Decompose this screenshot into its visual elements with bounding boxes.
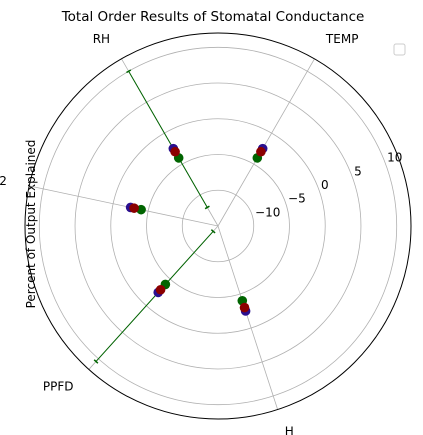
point-s2-co2 xyxy=(129,203,139,213)
error-cap-1-0 xyxy=(210,229,216,234)
legend-box xyxy=(393,43,406,56)
grid-circle-2 xyxy=(110,118,326,334)
error-cap-0-0 xyxy=(204,205,210,210)
radial-tick-label-4: 10 xyxy=(387,151,402,165)
radial-tick-label-3: 5 xyxy=(354,164,362,178)
spoke-co2 xyxy=(29,185,219,227)
grid-circle-0 xyxy=(181,189,255,263)
category-label-co2: CO2 xyxy=(0,174,7,188)
category-label-ppfd: PPFD xyxy=(43,379,74,393)
error-bar-1 xyxy=(95,230,214,362)
point-s2-ppfd xyxy=(155,284,166,295)
point-s2-temp xyxy=(256,146,266,157)
spoke-temp xyxy=(217,58,315,227)
grid-circle-1 xyxy=(146,154,290,298)
chart-title: Total Order Results of Stomatal Conducta… xyxy=(61,9,365,25)
error-cap-0-1 xyxy=(126,69,132,74)
radial-tick-label-0: −10 xyxy=(255,205,280,219)
category-label-h: H xyxy=(285,424,294,435)
grid-circle-4 xyxy=(38,46,398,406)
y-axis-label: Percent of Output Explained xyxy=(24,140,38,309)
category-label-rh: RH xyxy=(93,32,110,46)
radial-tick-label-2: 0 xyxy=(321,178,329,192)
data-marks xyxy=(93,69,268,364)
category-label-temp: TEMP xyxy=(325,32,359,46)
point-s2-h xyxy=(239,302,250,313)
polar-grid xyxy=(24,32,412,420)
point-s2-rh xyxy=(170,146,180,157)
grid-circle-3 xyxy=(74,82,362,370)
radial-tick-label-1: −5 xyxy=(288,192,306,206)
error-bar-0 xyxy=(128,70,208,208)
polar-frame xyxy=(24,32,412,420)
axis-labels: −10 −5 0 5 10 TEMP RH CO2 PPFD H xyxy=(0,32,402,435)
spoke-h xyxy=(217,225,279,410)
error-cap-1-1 xyxy=(93,359,99,364)
